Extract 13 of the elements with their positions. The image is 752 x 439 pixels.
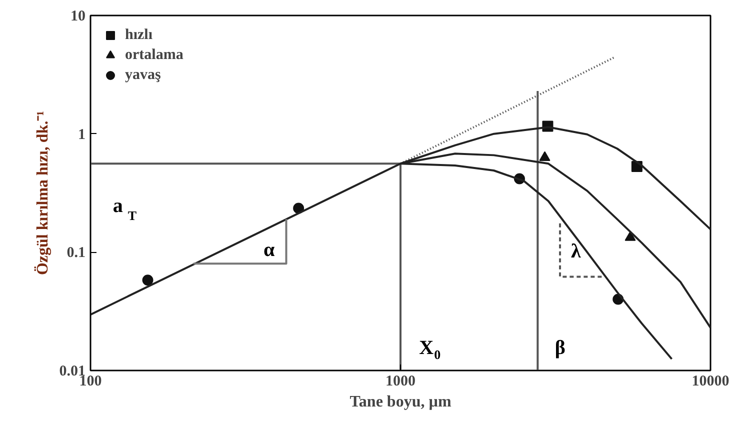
y-tick-label: 1 xyxy=(78,126,86,143)
x-tick-label: 10000 xyxy=(692,374,730,390)
annotation: α xyxy=(263,238,275,261)
annotation: λ xyxy=(571,240,581,263)
annotation: β xyxy=(554,337,566,360)
legend-label: ortalama xyxy=(125,46,184,64)
x-tick-label: 1000 xyxy=(386,374,416,390)
y-axis-title: Özgül kırılma hızı, dk.⁻¹ xyxy=(33,110,52,276)
x-axis-title: Tane boyu, µm xyxy=(350,394,452,410)
y-tick-label: 0.1 xyxy=(66,245,86,262)
legend-label: hızlı xyxy=(125,26,153,44)
y-tick-label: 10 xyxy=(70,8,86,24)
legend-label: yavaş xyxy=(125,66,161,84)
